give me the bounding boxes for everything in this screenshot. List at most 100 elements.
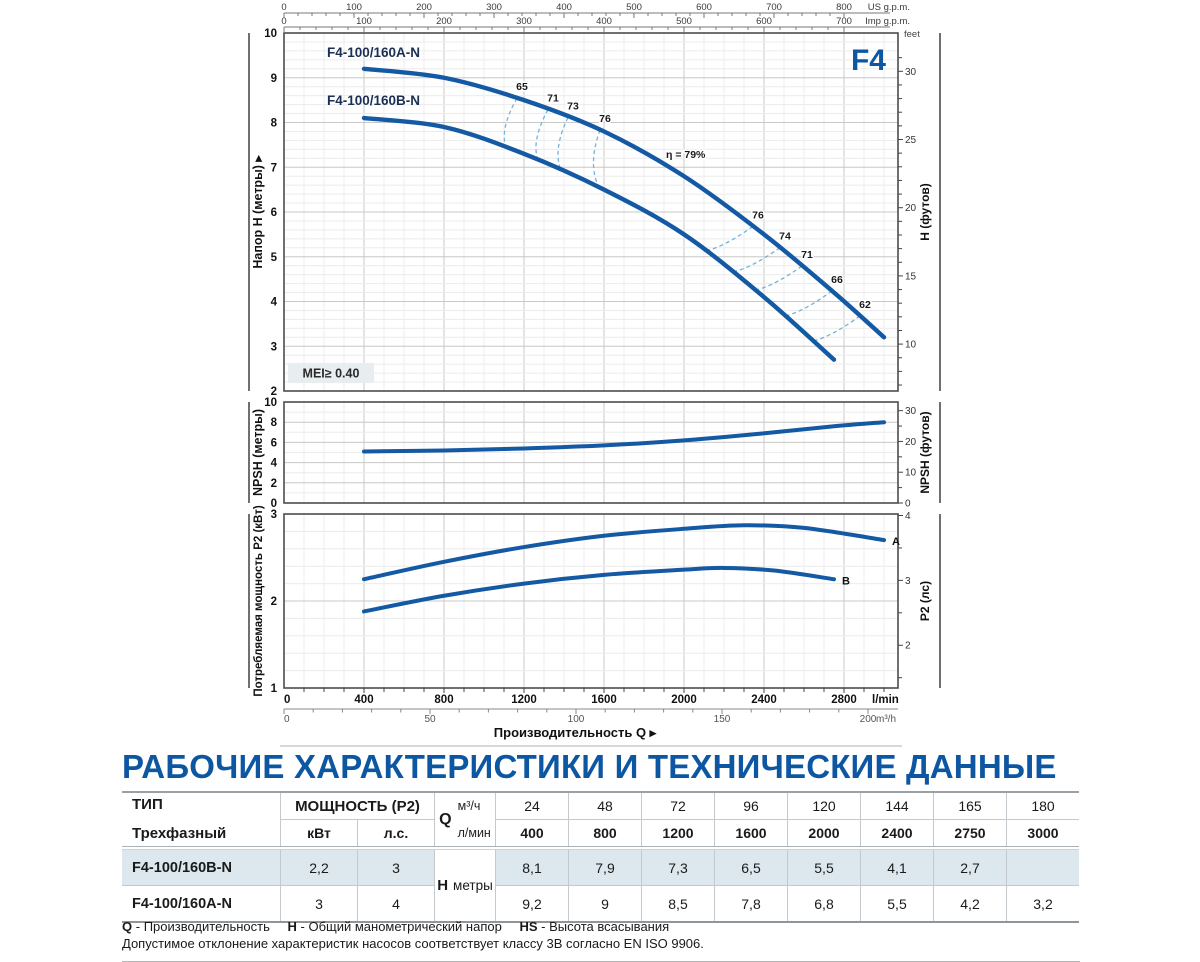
- ruler-unit-label: Imp g.p.m.: [865, 16, 910, 27]
- efficiency-value-label: 76: [599, 113, 611, 125]
- power-unit-kw: кВт: [281, 820, 357, 846]
- y-tick-label: 25: [905, 135, 917, 146]
- hp-value: 4: [358, 886, 434, 921]
- h-value: 7,8: [715, 886, 787, 921]
- y-tick-label: 0: [905, 499, 911, 510]
- curve-npsh: [362, 420, 886, 454]
- y-tick-label: 2: [905, 641, 911, 652]
- y-tick-label: 2: [271, 478, 277, 490]
- y-tick-label: 8: [271, 118, 278, 130]
- h-value: 7,3: [642, 850, 714, 885]
- efficiency-value-label: 66: [831, 274, 843, 286]
- y-tick-label: 10: [264, 397, 277, 409]
- efficiency-value-label: 74: [779, 231, 791, 243]
- h-value: 4,2: [934, 886, 1006, 921]
- y-axis-label-left: Потребляемая мощность P2 (кВт): [253, 505, 265, 696]
- h-unit: метры: [453, 878, 493, 893]
- h-value: 8,5: [642, 886, 714, 921]
- ruler-tick-label: 500: [676, 16, 692, 27]
- y-tick-label: 6: [271, 207, 277, 219]
- efficiency-value-label: 73: [567, 100, 579, 112]
- q-lmin-value: 1200: [642, 820, 714, 846]
- q-unit-lmin: л/мин: [457, 825, 491, 840]
- hp-value: 3: [358, 850, 434, 885]
- type-header-cell: ТИП Трехфазный: [122, 793, 280, 846]
- model-name: F4-100/160B-N: [122, 850, 280, 885]
- y-tick-label: 2: [271, 386, 277, 398]
- ruler-tick-label: 300: [516, 16, 532, 27]
- h-value: 3,2: [1007, 886, 1079, 921]
- efficiency-value-label: 76: [752, 209, 764, 221]
- q-m3h-value: 24: [496, 793, 568, 819]
- ruler-tick-label: 200: [860, 714, 877, 725]
- q-m3h-value: 72: [642, 793, 714, 819]
- q-symbol: Q: [439, 810, 452, 828]
- curve-f4-100-160a-n: [361, 66, 887, 340]
- y-tick-label: 4: [271, 458, 278, 470]
- q-lmin-value: 2000: [788, 820, 860, 846]
- efficiency-value-label: 71: [547, 93, 559, 105]
- bep-efficiency-label: η = 79%: [666, 149, 706, 161]
- efficiency-value-label: 71: [801, 249, 813, 261]
- ruler-tick-label: 50: [424, 714, 436, 725]
- kw-value: 2,2: [281, 850, 357, 885]
- chart-frame: [283, 32, 899, 392]
- h-value: 8,1: [496, 850, 568, 885]
- x-tick-label: 1200: [511, 694, 537, 706]
- h-value: 9: [569, 886, 641, 921]
- y-axis-label-right: P2 (лс): [918, 581, 932, 621]
- iso-efficiency-line: [812, 315, 861, 342]
- section-title: РАБОЧИЕ ХАРАКТЕРИСТИКИ И ТЕХНИЧЕСКИЕ ДАН…: [122, 748, 1057, 785]
- tolerance-note: Допустимое отклонение характеристик насо…: [122, 936, 704, 951]
- ruler-tick-label: 400: [596, 16, 612, 27]
- ruler-tick-label: 700: [766, 2, 782, 13]
- curve-p2-b: [362, 565, 836, 614]
- y-tick-label: 10: [905, 468, 917, 479]
- ruler-unit-label: m³/h: [876, 714, 896, 725]
- y-tick-label: 0: [271, 498, 277, 510]
- ruler-tick-label: 0: [281, 2, 286, 13]
- ruler-tick-label: 100: [568, 714, 585, 725]
- p2-curve-b-label: B: [842, 575, 850, 587]
- chart-frame: [283, 401, 899, 504]
- y-axis-label-right: NPSH (футов): [918, 411, 932, 493]
- q-lmin-value: 2400: [861, 820, 933, 846]
- x-tick-label: 800: [434, 694, 453, 706]
- curve-label-a: F4-100/160A-N: [327, 45, 420, 60]
- ruler-tick-label: 700: [836, 16, 852, 27]
- q-m3h-value: 96: [715, 793, 787, 819]
- series-brand-f4: F4: [851, 44, 886, 77]
- h-value: [1007, 850, 1079, 885]
- y-tick-label: 1: [271, 683, 278, 695]
- h-value: 5,5: [788, 850, 860, 885]
- y-tick-label: 15: [905, 271, 917, 282]
- legend-abbr: HS: [519, 919, 538, 934]
- h-symbol: H: [437, 877, 449, 894]
- curve-f4-100-160b-n: [361, 115, 837, 362]
- iso-efficiency-line: [503, 97, 518, 148]
- h-value: 6,5: [715, 850, 787, 885]
- h-value: 7,9: [569, 850, 641, 885]
- ruler-tick-label: 500: [626, 2, 642, 13]
- legend-abbr: Q: [122, 919, 133, 934]
- y-tick-label: 6: [271, 437, 277, 449]
- q-lmin-value: 400: [496, 820, 568, 846]
- q-m3h-value: 144: [861, 793, 933, 819]
- type-header: ТИП: [132, 796, 163, 813]
- ruler-tick-label: 600: [696, 2, 712, 13]
- kw-value: 3: [281, 886, 357, 921]
- q-m3h-value: 165: [934, 793, 1006, 819]
- curve-p2-a: [362, 523, 886, 582]
- legend-desc: - Высота всасывания: [541, 919, 670, 934]
- ruler-tick-label: 100: [346, 2, 362, 13]
- spec-table-body: F4-100/160B-N 2,2 3 H метры F4-100/160A-…: [122, 849, 1079, 923]
- y-tick-label: 10: [905, 340, 917, 351]
- q-lmin-value: 1600: [715, 820, 787, 846]
- q-m3h-value: 48: [569, 793, 641, 819]
- x-tick-label: 2400: [751, 694, 777, 706]
- y-tick-label: 20: [905, 437, 917, 448]
- x-tick-label: 2000: [671, 694, 697, 706]
- mei-badge: [288, 363, 374, 383]
- y-tick-label: 3: [271, 509, 277, 521]
- chart-frame: [283, 513, 899, 689]
